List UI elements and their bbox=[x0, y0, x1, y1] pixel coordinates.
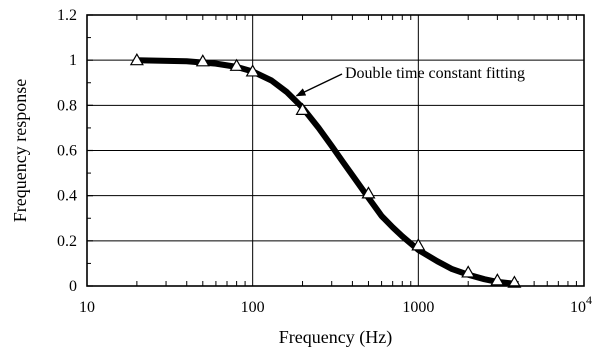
triangle-marker bbox=[361, 186, 376, 199]
triangle-marker bbox=[229, 58, 244, 71]
annotation-layer: Double time constant fitting bbox=[295, 65, 525, 97]
y-tick-label: 0.2 bbox=[57, 233, 77, 250]
y-tick-label: 0.6 bbox=[57, 143, 77, 160]
x-tick-label-base: 1000 bbox=[402, 299, 434, 316]
triangle-marker bbox=[490, 273, 505, 286]
y-tick-label: 0.8 bbox=[57, 97, 77, 114]
y-tick-label: 1 bbox=[69, 52, 77, 69]
x-tick-label-base: 10 bbox=[570, 299, 586, 316]
x-tick-label: 10 bbox=[79, 299, 95, 316]
triangle-marker bbox=[195, 54, 210, 67]
x-tick-label: 1000 bbox=[402, 299, 434, 316]
x-tick-label: 104 bbox=[570, 293, 592, 316]
x-tick-label-exponent: 4 bbox=[586, 293, 592, 307]
series-layer bbox=[133, 57, 518, 287]
tick-labels: 00.20.40.60.811.210 100 1000 104 bbox=[57, 7, 592, 316]
triangle-marker bbox=[129, 52, 144, 66]
x-tick-label-base: 100 bbox=[241, 299, 265, 316]
y-tick-label: 0 bbox=[69, 278, 77, 295]
triangle-marker bbox=[411, 238, 426, 251]
annotation-label: Double time constant fitting bbox=[345, 65, 525, 82]
annotation-arrow bbox=[295, 73, 343, 97]
y-axis-title: Frequency response bbox=[10, 79, 30, 222]
x-tick-label: 100 bbox=[241, 299, 265, 316]
y-tick-label: 0.4 bbox=[57, 188, 77, 205]
triangle-marker bbox=[245, 64, 260, 77]
x-tick-label-base: 10 bbox=[79, 299, 95, 316]
triangle-marker bbox=[461, 265, 476, 278]
fit-curve-line bbox=[133, 57, 518, 287]
x-axis-title: Frequency (Hz) bbox=[279, 327, 392, 348]
triangle-marker bbox=[295, 102, 310, 115]
plot-frame bbox=[86, 14, 585, 287]
marker-layer bbox=[129, 52, 522, 288]
triangle-marker bbox=[507, 275, 522, 288]
y-tick-label: 1.2 bbox=[57, 7, 77, 24]
